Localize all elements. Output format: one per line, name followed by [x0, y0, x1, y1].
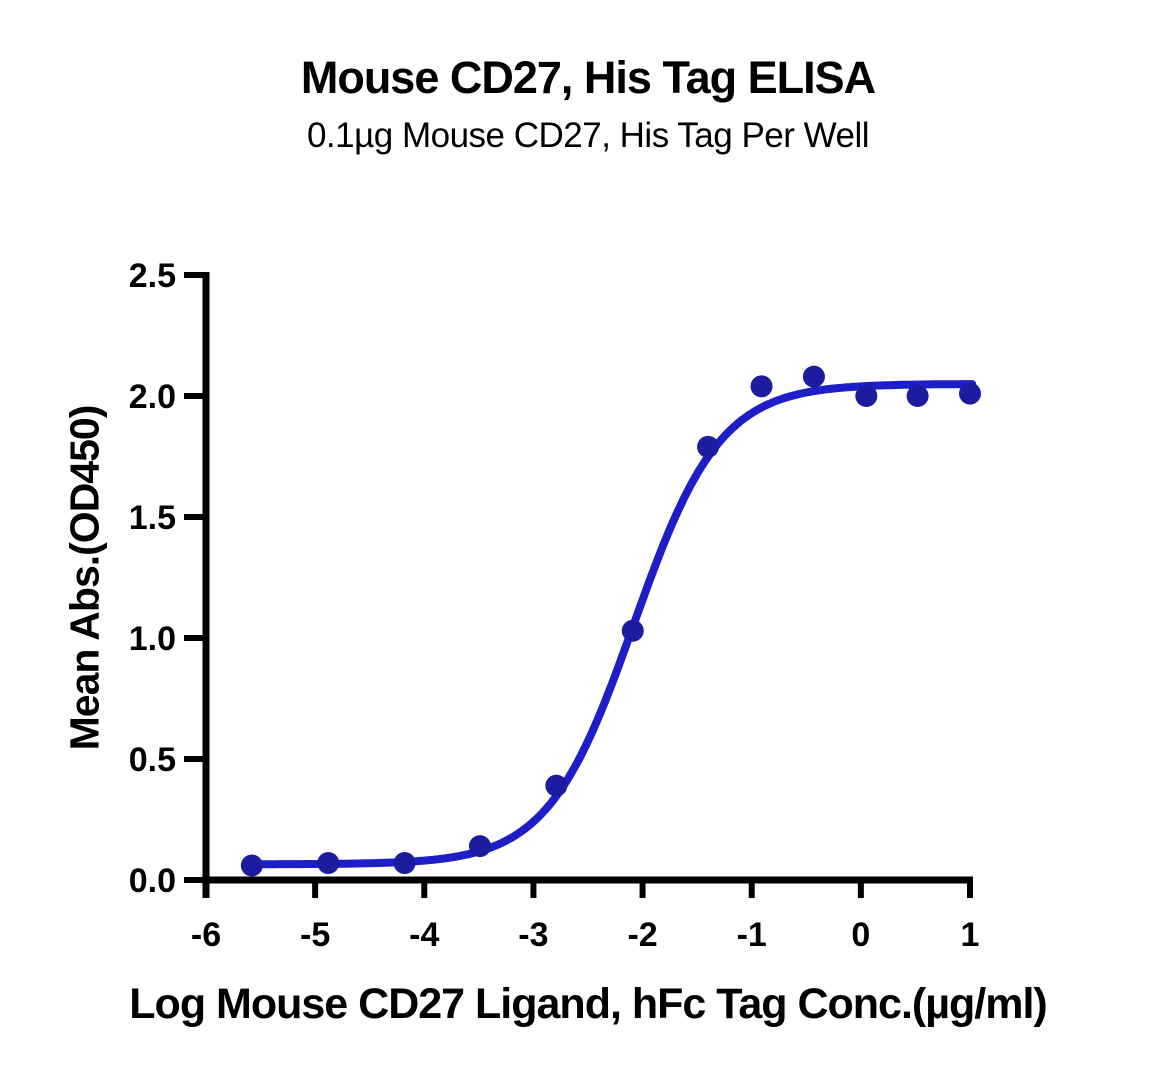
data-point	[855, 385, 878, 407]
chart-title: Mouse CD27, His Tag ELISA	[300, 52, 876, 103]
data-point	[545, 774, 568, 797]
x-axis-label: Log Mouse CD27 Ligand, hFc Tag Conc.(µg/…	[129, 980, 1047, 1028]
data-point	[393, 852, 416, 875]
x-tick-label: 1	[961, 916, 980, 954]
y-tick-label: 2.5	[129, 257, 176, 295]
data-point	[621, 619, 644, 642]
x-tick-label: -2	[627, 916, 657, 954]
data-point	[697, 435, 720, 458]
y-tick-label: 0.5	[129, 741, 176, 779]
y-tick-label: 1.5	[129, 499, 176, 537]
x-tick-label: -6	[191, 916, 221, 954]
data-point	[750, 375, 773, 398]
data-point	[906, 385, 929, 407]
x-tick-label: -3	[518, 916, 548, 954]
x-tick-label: -5	[300, 916, 330, 954]
data-point	[959, 382, 981, 405]
data-point	[317, 852, 340, 875]
x-tick-label: -1	[737, 916, 767, 954]
data-point	[468, 835, 491, 858]
y-tick-label: 1.0	[129, 620, 176, 658]
chart-subtitle: 0.1µg Mouse CD27, His Tag Per Well	[306, 116, 870, 155]
x-tick-label: 0	[851, 916, 870, 954]
y-tick-label: 2.0	[129, 378, 176, 416]
y-tick-label: 0.0	[129, 862, 176, 900]
fit-curve	[247, 380, 977, 869]
data-point	[240, 854, 263, 877]
x-tick-label: -4	[409, 916, 439, 954]
data-point	[802, 365, 825, 388]
